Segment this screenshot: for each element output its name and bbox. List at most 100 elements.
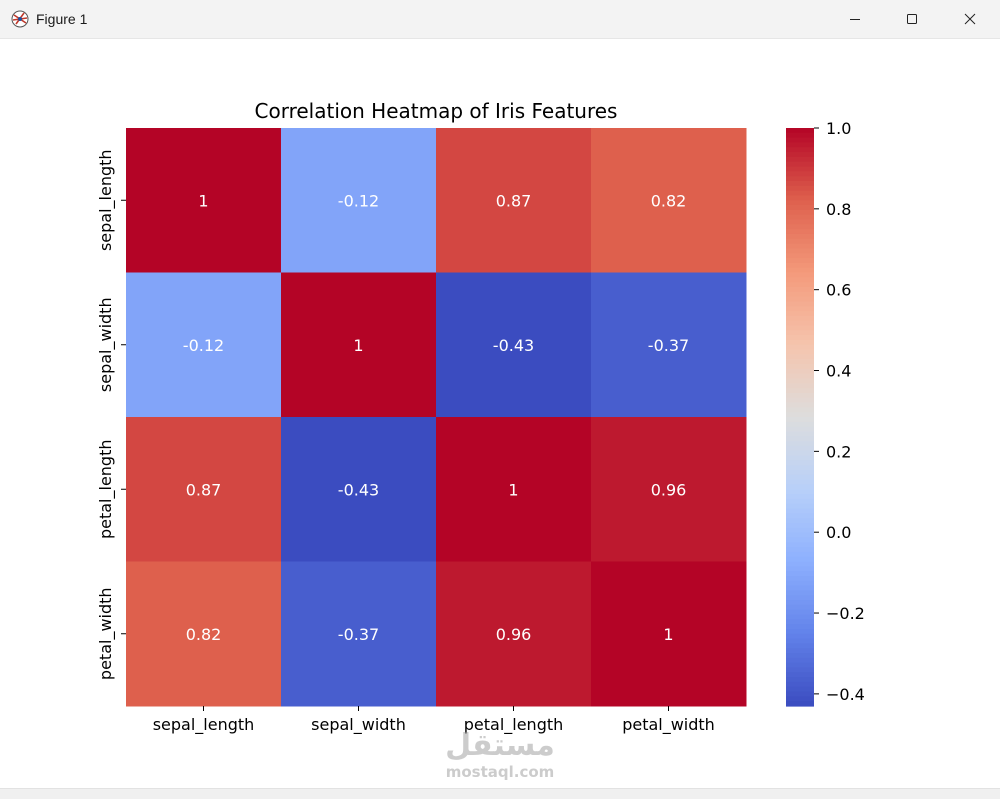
colorbar-segment: [786, 595, 814, 601]
colorbar-segment: [786, 441, 814, 447]
cell-annotation: -0.12: [183, 336, 224, 355]
colorbar-segment: [786, 527, 814, 534]
colorbar-segment: [786, 537, 814, 543]
colorbar-segment: [786, 600, 814, 606]
colorbar-segment: [786, 474, 814, 481]
colorbar-segment: [786, 575, 814, 582]
colorbar-segment: [786, 368, 814, 375]
status-bar: [0, 788, 1000, 799]
colorbar-segment: [786, 681, 814, 688]
colorbar-segment: [786, 450, 814, 457]
colorbar-segment: [786, 686, 814, 693]
colorbar-segment: [786, 205, 814, 211]
colorbar-segment: [786, 580, 814, 587]
colorbar-segment: [786, 518, 814, 524]
colorbar-segment: [786, 286, 814, 293]
close-icon: [964, 13, 976, 25]
colorbar-segment: [786, 152, 814, 158]
colorbar-segment: [786, 489, 814, 495]
colorbar-segment: [786, 397, 814, 404]
cell-annotation: -0.37: [648, 336, 689, 355]
x-tick-label: sepal_length: [153, 715, 255, 735]
colorbar-segment: [786, 585, 814, 591]
heatmap-cell: [126, 417, 282, 562]
colorbar-segment: [786, 648, 814, 654]
cell-annotation: -0.43: [493, 336, 534, 355]
cell-annotation: 0.87: [496, 191, 532, 210]
colorbar-segment: [786, 460, 814, 466]
y-tick-label: sepal_width: [96, 297, 116, 392]
colorbar-segment: [786, 156, 814, 163]
close-button[interactable]: [941, 0, 999, 38]
heatmap-cell: [281, 128, 437, 273]
colorbar-segment: [786, 378, 814, 384]
heatmap-cell: [591, 417, 747, 562]
maximize-button[interactable]: [883, 0, 941, 38]
colorbar-tick-label: −0.4: [826, 685, 865, 704]
colorbar-segment: [786, 364, 814, 370]
colorbar-segment: [786, 320, 814, 327]
x-tick-label: sepal_width: [311, 715, 406, 735]
heatmap-cell: [591, 561, 747, 707]
colorbar-segment: [786, 667, 814, 673]
colorbar-segment: [786, 142, 814, 148]
heatmap-cell: [436, 561, 592, 707]
heatmap-cell: [436, 417, 592, 562]
colorbar-segment: [786, 195, 814, 201]
cell-annotation: -0.37: [338, 625, 379, 644]
colorbar-tick-label: −0.2: [826, 604, 865, 623]
colorbar-segment: [786, 542, 814, 548]
cell-annotation: 1: [198, 191, 208, 210]
colorbar-segment: [786, 277, 814, 283]
cell-annotation: 1: [508, 480, 518, 499]
colorbar-segment: [786, 224, 814, 230]
colorbar-segment: [786, 677, 814, 683]
colorbar-segment: [786, 190, 814, 197]
colorbar-segment: [786, 176, 814, 182]
maximize-icon: [907, 14, 917, 24]
colorbar-segment: [786, 402, 814, 408]
colorbar-segment: [786, 354, 814, 360]
colorbar-segment: [786, 431, 814, 437]
minimize-icon: [850, 19, 860, 20]
heatmap-cell: [281, 417, 437, 562]
colorbar-segment: [786, 180, 814, 187]
colorbar-segment: [786, 373, 814, 380]
mostaql-watermark: مستقل mostaql.com: [445, 728, 555, 781]
colorbar-segment: [786, 503, 814, 510]
colorbar-segment: [786, 229, 814, 235]
y-tick-label: petal_width: [96, 587, 116, 680]
colorbar-segment: [786, 628, 814, 635]
colorbar-segment: [786, 604, 814, 611]
colorbar-segment: [786, 325, 814, 331]
colorbar-segment: [786, 691, 814, 697]
colorbar-segment: [786, 147, 814, 153]
colorbar-segment: [786, 128, 814, 134]
heatmap-chart: Correlation Heatmap of Iris Features 1 -0.…: [96, 99, 865, 735]
colorbar-segment: [786, 272, 814, 278]
colorbar-segment: [786, 672, 814, 678]
colorbar-tick-label: 1.0: [826, 119, 851, 138]
colorbar-segment: [786, 653, 814, 659]
colorbar-segment: [786, 258, 814, 264]
colorbar-segment: [786, 248, 814, 254]
minimize-button[interactable]: [826, 0, 884, 38]
heatmap-cell: [591, 128, 747, 273]
colorbar-segment: [786, 426, 814, 433]
chart-title: Correlation Heatmap of Iris Features: [255, 99, 618, 123]
colorbar-segment: [786, 657, 814, 664]
colorbar-segment: [786, 306, 814, 312]
colorbar-segment: [786, 132, 814, 139]
cell-annotation: 0.82: [186, 625, 222, 644]
colorbar-segment: [786, 330, 814, 336]
colorbar-segment: [786, 609, 814, 616]
colorbar-segment: [786, 465, 814, 471]
colorbar-segment: [786, 253, 814, 259]
colorbar-segment: [786, 282, 814, 288]
colorbar-segment: [786, 166, 814, 172]
colorbar-segment: [786, 243, 814, 250]
colorbar-segment: [786, 209, 814, 216]
window-title: Figure 1: [36, 11, 88, 27]
colorbar-segment: [786, 301, 814, 307]
colorbar-segment: [786, 412, 814, 418]
